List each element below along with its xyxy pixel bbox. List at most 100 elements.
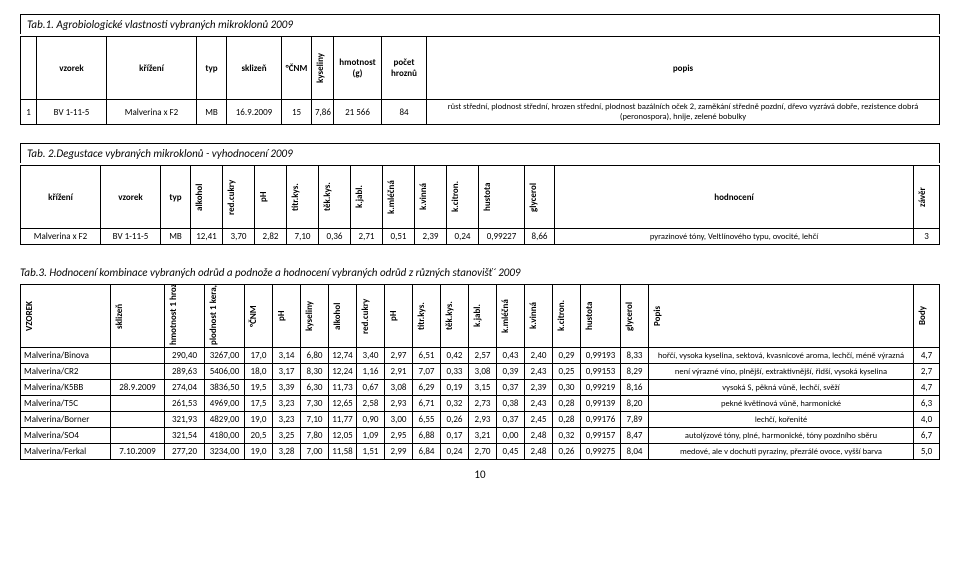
cell-km: 0,38 — [497, 396, 525, 412]
cell-kj: 2,70 — [469, 444, 497, 460]
table-row: Malverina/K5BB28.9.2009274,043836,5019,5… — [21, 380, 940, 396]
cell-sklizen — [111, 364, 165, 380]
cell-typ: MB — [161, 229, 191, 245]
cell-hu: 0,99193 — [581, 348, 621, 364]
cell-kv: 2,39 — [525, 380, 553, 396]
cell-tek: 0,33 — [441, 364, 469, 380]
cell-tk: 6,51 — [413, 348, 441, 364]
cell-gl: 8,47 — [621, 428, 649, 444]
cell-rc: 3,40 — [357, 348, 385, 364]
cell-hm: 321,93 — [165, 412, 205, 428]
col-kmlecna: k.mléčná — [386, 168, 397, 226]
col-hodnoceni: hodnocení — [555, 166, 914, 229]
col-tekkys: těk.kys. — [444, 287, 455, 345]
cell-kv: 2,43 — [525, 396, 553, 412]
col-typ: typ — [161, 166, 191, 229]
cell-vzorek: Malverina/T5C — [21, 396, 111, 412]
col-redcukry: red.cukry — [226, 168, 237, 226]
tab1-header-row: vzorek křížení typ sklizeň °ČNM kyseliny… — [21, 37, 940, 100]
tab1-title-wrap: Tab.1. Agrobiologické vlastnosti vybraný… — [20, 14, 940, 34]
col-kyseliny: kyseliny — [304, 287, 315, 345]
cell-kvinna: 2,39 — [415, 229, 447, 245]
cell-vzorek: BV 1-11-5 — [101, 229, 161, 245]
col-glycerol: glycerol — [528, 168, 539, 226]
cell-cnm: 15 — [282, 100, 312, 125]
col-cnm: °ČNM — [248, 287, 259, 345]
cell-ph2: 3,08 — [385, 380, 413, 396]
col-kjabl: k.jabl. — [354, 168, 365, 226]
cell-ph1: 3,23 — [273, 412, 301, 428]
cell-kmlecna: 0,51 — [383, 229, 415, 245]
cell-cnm: 18,0 — [245, 364, 273, 380]
cell-popis: pekné květinová vůně, harmonické — [649, 396, 914, 412]
cell-glycerol: 8,66 — [525, 229, 555, 245]
cell-kj: 3,15 — [469, 380, 497, 396]
cell-rc: 0,67 — [357, 380, 385, 396]
cell-kyseliny: 7,86 — [312, 100, 334, 125]
cell-pl: 3836,50 — [205, 380, 245, 396]
cell-kys: 7,00 — [301, 444, 329, 460]
col-ph1: pH — [276, 287, 287, 345]
col-kcitron: k.citron. — [556, 287, 567, 345]
col-sklizen: sklizeň — [227, 37, 282, 100]
cell-kv: 2,48 — [525, 444, 553, 460]
cell-ph1: 3,23 — [273, 396, 301, 412]
cell-gl: 8,29 — [621, 364, 649, 380]
cell-body: 4,7 — [914, 348, 940, 364]
tab3-title: Tab.3. Hodnocení kombinace vybraných odr… — [20, 263, 940, 282]
cell-kys: 8,30 — [301, 364, 329, 380]
table-row: Malverina/Borner321,934829,0019,03,237,1… — [21, 412, 940, 428]
cell-kv: 2,48 — [525, 428, 553, 444]
cell-ph2: 2,97 — [385, 348, 413, 364]
cell-kj: 3,08 — [469, 364, 497, 380]
cell-vzorek: Malverina/Binova — [21, 348, 111, 364]
cell-hm: 290,40 — [165, 348, 205, 364]
tab2-title: Tab. 2.Degustace vybraných mikroklonů - … — [21, 144, 939, 163]
page-number: 10 — [20, 468, 940, 481]
cell-hu: 0,99176 — [581, 412, 621, 428]
cell-num: 1 — [21, 100, 37, 125]
tab2-table: křížení vzorek typ alkohol red.cukry pH … — [20, 165, 940, 245]
cell-kc: 0,28 — [553, 412, 581, 428]
cell-tek: 0,32 — [441, 396, 469, 412]
cell-hu: 0,99153 — [581, 364, 621, 380]
cell-alk: 11,77 — [329, 412, 357, 428]
cell-popis: lechčí, kořenité — [649, 412, 914, 428]
table-row: Malverina/Ferkal7.10.2009277,203234,0019… — [21, 444, 940, 460]
cell-tk: 6,84 — [413, 444, 441, 460]
cell-gl: 8,04 — [621, 444, 649, 460]
cell-kc: 0,29 — [553, 348, 581, 364]
col-tekkys: těk.kys. — [322, 168, 333, 226]
cell-tk: 6,55 — [413, 412, 441, 428]
cell-body: 5,0 — [914, 444, 940, 460]
cell-body: 6,3 — [914, 396, 940, 412]
cell-alk: 12,65 — [329, 396, 357, 412]
col-zaver: závěr — [917, 168, 928, 226]
table-row: Malverina/CR2289,635406,0018,03,178,3012… — [21, 364, 940, 380]
cell-sklizen — [111, 428, 165, 444]
cell-tek: 0,26 — [441, 412, 469, 428]
cell-sklizen — [111, 412, 165, 428]
cell-kj: 2,73 — [469, 396, 497, 412]
cell-hm: 274,04 — [165, 380, 205, 396]
col-titrkys: titr.kys. — [416, 287, 427, 345]
col-hustota: hustota — [584, 287, 595, 345]
cell-rc: 1,51 — [357, 444, 385, 460]
cell-body: 4,7 — [914, 380, 940, 396]
cell-hm: 321,54 — [165, 428, 205, 444]
col-popis: popis — [427, 37, 940, 100]
tab2-row: Malverina x F2 BV 1-11-5 MB 12,41 3,70 2… — [21, 229, 940, 245]
cell-alk: 12,24 — [329, 364, 357, 380]
col-vzorek: vzorek — [101, 166, 161, 229]
cell-kv: 2,40 — [525, 348, 553, 364]
cell-rc: 1,09 — [357, 428, 385, 444]
col-popis: Popis — [652, 287, 663, 345]
col-kcitron: k.citron. — [450, 168, 461, 226]
cell-cnm: 19,0 — [245, 444, 273, 460]
col-plodnost: plodnost 1 kera, g — [208, 287, 219, 345]
cell-zaver: 3 — [914, 229, 940, 245]
cell-kys: 7,10 — [301, 412, 329, 428]
cell-vzorek: Malverina/Borner — [21, 412, 111, 428]
tab1-title: Tab.1. Agrobiologické vlastnosti vybraný… — [21, 15, 939, 34]
cell-kjabl: 2,71 — [351, 229, 383, 245]
